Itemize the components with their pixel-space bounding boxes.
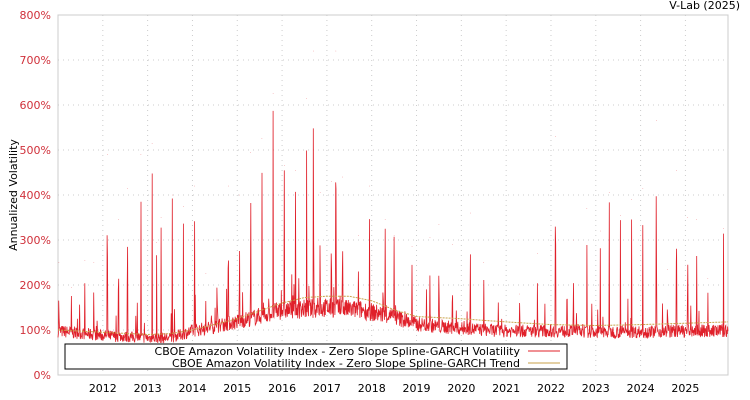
volatility-spike-point <box>183 205 184 207</box>
volatility-spike-point <box>620 214 621 216</box>
x-tick-label: 2017 <box>313 382 341 395</box>
legend-box <box>64 343 568 370</box>
volatility-spike-point <box>573 239 574 241</box>
y-tick-label: 200% <box>20 279 51 292</box>
y-tick-label: 800% <box>20 9 51 22</box>
legend-label-trend: CBOE Amazon Volatility Index - Zero Slop… <box>172 357 520 370</box>
legend: CBOE Amazon Volatility Index - Zero Slop… <box>64 343 568 370</box>
x-tick-label: 2019 <box>403 382 431 395</box>
volatility-spike-point <box>519 293 520 295</box>
volatility-spike-point <box>84 259 86 261</box>
volatility-spike-point <box>655 120 657 122</box>
volatility-spike-point <box>106 154 108 155</box>
y-tick-label: 700% <box>20 54 51 67</box>
volatility-spike-point <box>261 138 263 140</box>
volatility-spike-point <box>140 154 142 155</box>
volatility-spike-point <box>319 192 321 194</box>
x-tick-label: 2020 <box>447 382 475 395</box>
volatility-spike-point <box>160 217 162 218</box>
volatility-spike-point <box>306 97 308 99</box>
x-tick-label: 2013 <box>134 382 162 395</box>
volatility-spike-point <box>384 219 386 221</box>
volatility-spike-point <box>295 169 296 171</box>
volatility-spike-point <box>194 185 195 187</box>
volatility-spike-point <box>393 235 395 236</box>
volatility-spike-point <box>411 246 413 248</box>
y-tick-label: 500% <box>20 144 51 157</box>
y-axis-label: Annualized Volatility <box>7 139 20 251</box>
volatility-spike-point <box>151 142 153 144</box>
trend-series-line <box>57 295 729 336</box>
volatility-spike-point <box>228 185 229 187</box>
x-tick-label: 2021 <box>492 382 520 395</box>
volatility-spike-point <box>284 165 285 167</box>
volatility-spike-point <box>272 93 274 95</box>
x-tick-label: 2024 <box>627 382 655 395</box>
volatility-spike-point <box>537 253 538 254</box>
x-tick-label: 2025 <box>671 382 699 395</box>
volatility-spike-point <box>555 136 556 137</box>
volatility-spike-point <box>250 151 252 153</box>
volatility-spike-point <box>71 286 72 288</box>
legend-label-volatility: CBOE Amazon Volatility Index - Zero Slop… <box>155 345 521 358</box>
volatility-spike-point <box>586 208 588 209</box>
volatility-spike-point <box>452 244 453 245</box>
volatility-spike-point <box>58 262 60 263</box>
volatility-spike-point <box>205 273 207 275</box>
volatility-spike-point <box>369 185 370 187</box>
x-tick-label: 2018 <box>358 382 386 395</box>
volatility-spike-point <box>93 262 95 263</box>
volatility-spike-point <box>335 50 337 52</box>
volatility-spike-point <box>357 235 359 236</box>
volatility-spike-point <box>667 268 668 270</box>
volatility-spike-point <box>631 199 632 200</box>
x-tick-label: 2022 <box>537 382 565 395</box>
y-tick-label: 400% <box>20 189 51 202</box>
volatility-spike-point <box>156 241 157 243</box>
volatility-spike-point <box>687 217 688 218</box>
source-label: V-Lab (2025) <box>669 0 740 12</box>
volatility-spike-point <box>483 262 485 263</box>
volatility-spike-point <box>608 192 610 194</box>
volatility-spike-point <box>313 50 314 52</box>
volatility-spike-point <box>127 187 128 189</box>
volatility-spike-point <box>216 239 218 241</box>
volatility-spike-point <box>118 219 119 221</box>
volatility-spike-point <box>676 169 677 171</box>
volatility-spike-point <box>696 219 697 221</box>
y-tick-label: 300% <box>20 234 51 247</box>
volatility-spike-point <box>342 176 343 178</box>
y-tick-label: 600% <box>20 99 51 112</box>
volatility-spike-point <box>642 187 644 189</box>
volatility-series-line <box>57 110 729 344</box>
y-tick-label: 100% <box>20 324 51 337</box>
volatility-spike-point <box>470 212 471 214</box>
plot-frame <box>57 14 729 376</box>
volatility-spike-point <box>331 181 332 182</box>
volatility-spike-point <box>171 194 173 196</box>
volatility-spike-point <box>438 223 440 225</box>
volatility-spike-point <box>239 194 240 196</box>
x-tick-label: 2016 <box>268 382 296 395</box>
volatility-spike-point <box>599 230 601 232</box>
x-tick-label: 2012 <box>89 382 117 395</box>
x-tick-label: 2014 <box>178 382 206 395</box>
x-tick-label: 2015 <box>223 382 251 395</box>
y-tick-label: 0% <box>34 369 51 382</box>
volatility-spike-point <box>707 277 709 279</box>
volatility-spike-point <box>723 228 724 230</box>
x-tick-label: 2023 <box>582 382 610 395</box>
volatility-spike-point <box>429 237 431 239</box>
